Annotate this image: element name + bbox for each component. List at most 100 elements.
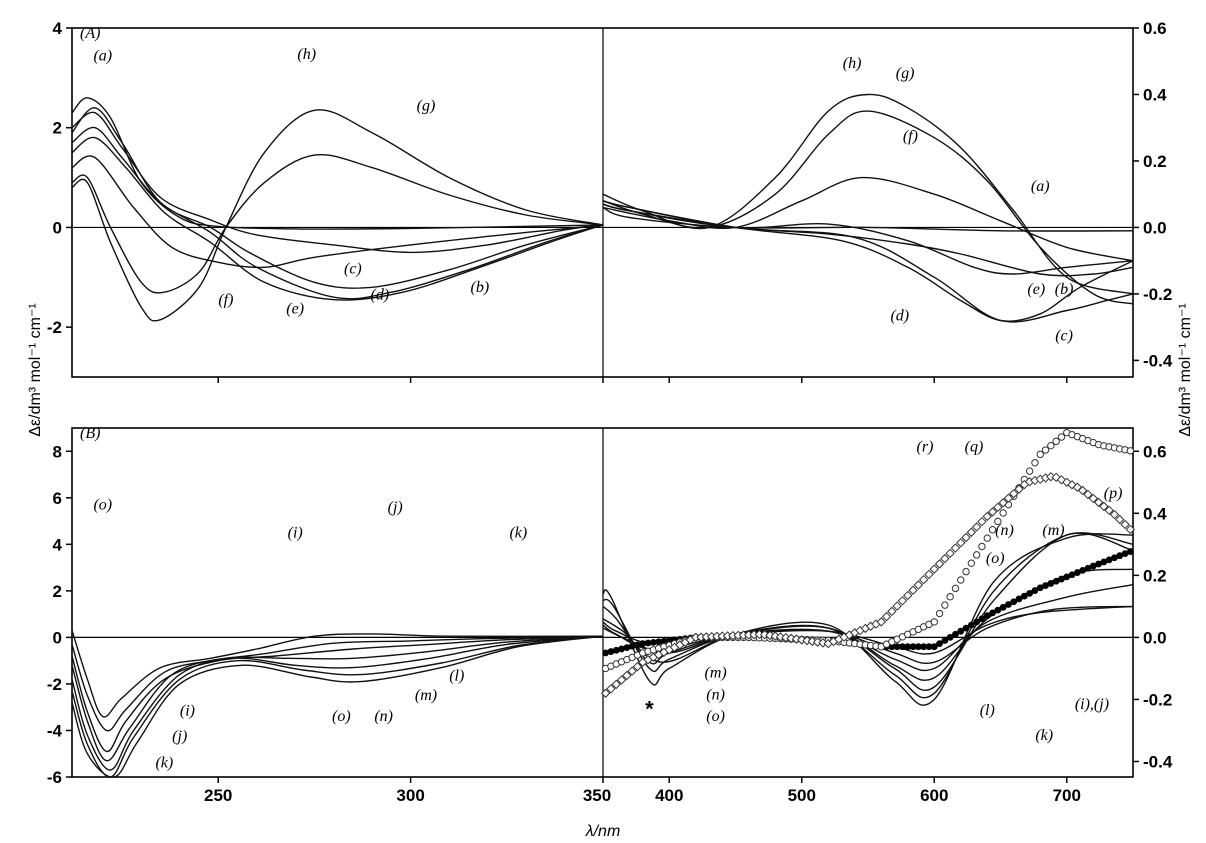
- left-tick-label: 2: [53, 119, 62, 138]
- curve-label: (i): [180, 702, 195, 719]
- series-marker: [999, 509, 1007, 517]
- curve-label: (o): [332, 708, 351, 725]
- series-marker: [1105, 556, 1113, 564]
- series-marker: [1063, 573, 1071, 581]
- series-marker: [818, 638, 828, 648]
- series-marker: [983, 612, 991, 620]
- series-marker: [914, 643, 922, 651]
- panel-b: -6 -4 -2 0 2 4 6 8 -0.4 -0.2 0.0 0.2 0.4 0.6 250 300 350…: [47, 425, 1173, 805]
- series-marker: [660, 637, 668, 645]
- left-tick-label: -2: [47, 318, 62, 337]
- series-marker: [1089, 562, 1097, 570]
- series-line-uv: [71, 635, 604, 753]
- series-marker: [987, 507, 998, 517]
- series-marker: [602, 649, 610, 657]
- series-marker: [1079, 566, 1087, 574]
- series-marker: [1095, 560, 1102, 568]
- series-marker: [1010, 598, 1018, 606]
- series-line-vis: [602, 532, 1134, 699]
- series-marker: [1047, 580, 1055, 587]
- series-marker: [893, 643, 901, 651]
- series-marker: [951, 584, 960, 593]
- series-marker: [887, 606, 897, 617]
- series-marker: [1026, 589, 1034, 597]
- right-tick-label: 0.0: [1143, 628, 1167, 647]
- panel-label: (A): [80, 25, 100, 42]
- series-marker: [775, 632, 786, 642]
- curve-label: (k): [155, 755, 173, 772]
- series-marker: [622, 670, 632, 681]
- series-marker: [1116, 552, 1124, 560]
- series-marker: [988, 526, 997, 534]
- series-marker: [606, 684, 616, 694]
- series-marker: [925, 643, 933, 651]
- right-tick-label: 0.4: [1143, 504, 1167, 523]
- series-marker: [600, 688, 611, 698]
- series-marker: [993, 502, 1003, 513]
- series-marker: [644, 639, 652, 647]
- series-marker: [1052, 437, 1060, 446]
- curve-label: (m): [415, 687, 437, 704]
- series-marker: [765, 630, 775, 641]
- series-line-vis: [602, 533, 1134, 706]
- curve-label: (r): [917, 438, 934, 455]
- curve-label: (l): [980, 702, 995, 719]
- curve-label: (h): [843, 55, 862, 72]
- series-marker: [1005, 601, 1012, 608]
- series-marker: [982, 511, 992, 522]
- series-marker: [945, 548, 955, 559]
- series-line-uv: [71, 109, 604, 322]
- series-marker: [897, 596, 908, 606]
- series-line-uv: [71, 635, 604, 778]
- series-marker: [967, 559, 976, 567]
- series-marker: [998, 498, 1008, 508]
- right-tick-label: -0.2: [1143, 285, 1172, 304]
- series-marker: [1014, 484, 1024, 494]
- series-line-vis: [602, 93, 1134, 295]
- series-line-uv: [71, 155, 604, 269]
- series-marker: [797, 635, 807, 645]
- left-tick-label: 6: [53, 489, 62, 508]
- series-marker: [918, 574, 929, 585]
- series-line-uv: [71, 153, 604, 294]
- series-marker: [1099, 501, 1109, 512]
- series-marker: [941, 601, 949, 609]
- series-marker: [649, 638, 657, 646]
- curve-label: (d): [370, 287, 389, 304]
- series-marker: [1041, 446, 1050, 454]
- series-marker: [1067, 480, 1077, 490]
- series-marker: [973, 618, 981, 626]
- curve-label: (o): [93, 496, 112, 513]
- series-marker: [1047, 441, 1055, 450]
- series-line-uv: [71, 635, 604, 778]
- series-marker: [1077, 485, 1088, 496]
- curve-label: (a): [93, 47, 112, 64]
- series-marker: [962, 567, 970, 576]
- series-marker: [1020, 592, 1028, 600]
- x-tick-label: 700: [1053, 786, 1081, 805]
- curve-label: (g): [896, 65, 915, 82]
- curve-label: (j): [388, 499, 403, 516]
- series-marker: [946, 634, 954, 641]
- curve-label: (k): [509, 524, 527, 541]
- series-marker: [940, 553, 950, 564]
- series-line-uv: [71, 630, 604, 718]
- curve-label: (n): [374, 708, 393, 725]
- right-tick-label: 0.6: [1143, 442, 1167, 461]
- x-tick-label: 350: [583, 786, 611, 805]
- series-marker: [1084, 564, 1092, 572]
- series-marker: [1057, 433, 1066, 441]
- curve-label: (f): [903, 128, 918, 145]
- series-marker: [924, 569, 934, 580]
- series-marker: [999, 603, 1007, 611]
- curve-label: (n): [995, 522, 1014, 539]
- series-marker: [994, 517, 1002, 526]
- series-marker: [1062, 477, 1072, 487]
- series-line-vis: [602, 605, 1134, 655]
- series-marker: [903, 590, 913, 601]
- left-tick-label: -2: [47, 675, 62, 694]
- series-marker: [1036, 450, 1044, 459]
- series-marker: [967, 621, 975, 629]
- right-tick-label: 0.0: [1143, 218, 1167, 237]
- series-marker: [1042, 582, 1049, 589]
